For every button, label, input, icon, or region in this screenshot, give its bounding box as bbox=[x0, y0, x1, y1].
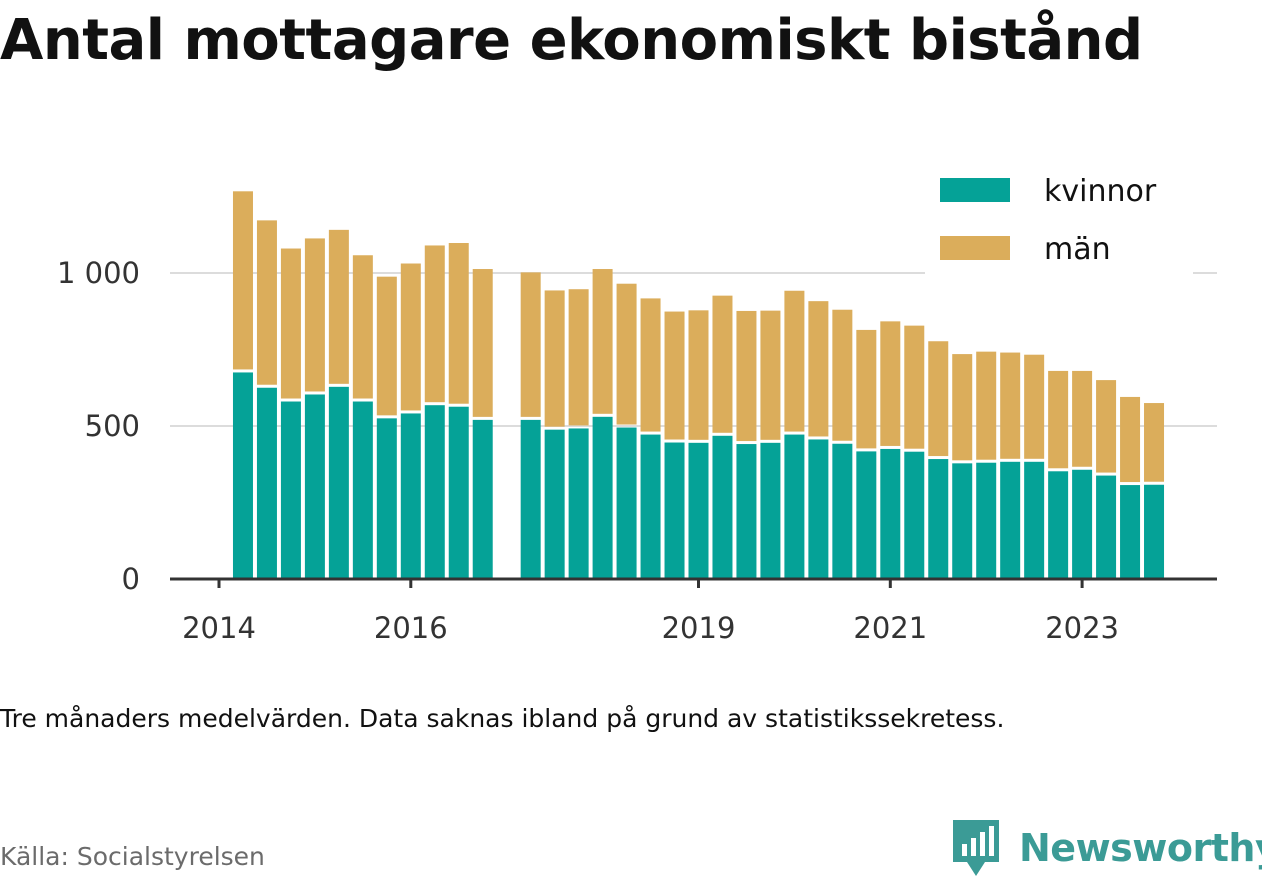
bar-kvinnor bbox=[352, 401, 373, 579]
bar-man bbox=[1096, 380, 1117, 473]
bar-man bbox=[592, 269, 613, 414]
bar-man bbox=[232, 191, 253, 370]
bar-man bbox=[1024, 354, 1045, 459]
bar-kvinnor bbox=[256, 387, 277, 579]
legend: kvinnor män bbox=[925, 170, 1193, 276]
x-tick-label: 2014 bbox=[182, 611, 256, 645]
bar-kvinnor bbox=[472, 419, 493, 579]
bar-kvinnor bbox=[664, 442, 685, 579]
bar-kvinnor bbox=[232, 372, 253, 579]
bar-kvinnor bbox=[1096, 475, 1117, 579]
bar-chart: 0 500 1 000 2014 2016 2019 2021 2023 kvinnor män bbox=[57, 170, 1217, 645]
bar-kvinnor bbox=[280, 401, 301, 579]
y-tick-label: 0 bbox=[122, 562, 140, 596]
brand[interactable]: Newsworthy bbox=[951, 818, 1262, 878]
bar-man bbox=[304, 238, 325, 392]
bar-man bbox=[376, 276, 397, 416]
bar-kvinnor bbox=[904, 451, 925, 579]
bar-man bbox=[424, 245, 445, 403]
bar-kvinnor bbox=[544, 429, 565, 579]
chart-note: Tre månaders medelvärden. Data saknas ib… bbox=[0, 704, 1005, 733]
bar-man bbox=[1000, 352, 1021, 459]
bar-man bbox=[568, 289, 589, 426]
bar-man bbox=[448, 243, 469, 404]
bar-kvinnor bbox=[736, 444, 757, 579]
y-tick-label: 500 bbox=[85, 409, 140, 443]
bar-man bbox=[952, 354, 973, 461]
bar-man bbox=[280, 248, 301, 399]
bar-kvinnor bbox=[424, 405, 445, 579]
bar-man bbox=[1048, 370, 1069, 469]
bar-kvinnor bbox=[856, 451, 877, 579]
bar-man bbox=[856, 329, 877, 449]
bar-man bbox=[616, 283, 637, 425]
x-tick-label: 2021 bbox=[853, 611, 927, 645]
axes: 0 500 1 000 2014 2016 2019 2021 2023 bbox=[57, 256, 1217, 645]
newsworthy-logo-icon bbox=[953, 820, 999, 876]
bar-kvinnor bbox=[400, 413, 421, 579]
bar-man bbox=[1072, 370, 1093, 467]
bar-man bbox=[1120, 396, 1141, 483]
bar-kvinnor bbox=[688, 442, 709, 579]
bar-kvinnor bbox=[1120, 485, 1141, 579]
bars bbox=[232, 191, 1165, 579]
bar-kvinnor bbox=[1024, 461, 1045, 579]
bar-kvinnor bbox=[520, 419, 541, 579]
x-tick-label: 2016 bbox=[374, 611, 448, 645]
bar-man bbox=[520, 272, 541, 417]
y-tick-label: 1 000 bbox=[57, 256, 140, 290]
x-tick-label: 2019 bbox=[662, 611, 736, 645]
bar-kvinnor bbox=[568, 428, 589, 579]
bar-kvinnor bbox=[304, 394, 325, 579]
bar-man bbox=[664, 311, 685, 440]
bar-kvinnor bbox=[760, 442, 781, 579]
legend-label: män bbox=[1044, 232, 1111, 267]
bar-kvinnor bbox=[880, 448, 901, 579]
bar-man bbox=[808, 301, 829, 437]
bar-kvinnor bbox=[952, 463, 973, 579]
bar-man bbox=[544, 290, 565, 427]
bar-man bbox=[928, 341, 949, 457]
bar-man bbox=[352, 255, 373, 399]
bar-kvinnor bbox=[1144, 484, 1165, 579]
bar-man bbox=[736, 310, 757, 442]
bar-kvinnor bbox=[712, 435, 733, 579]
legend-label: kvinnor bbox=[1044, 174, 1157, 209]
bar-kvinnor bbox=[808, 439, 829, 579]
bar-kvinnor bbox=[328, 386, 349, 579]
bar-kvinnor bbox=[616, 427, 637, 579]
legend-swatch bbox=[940, 178, 1010, 202]
bar-kvinnor bbox=[640, 434, 661, 579]
bar-man bbox=[784, 290, 805, 432]
bar-man bbox=[472, 269, 493, 417]
bar-man bbox=[256, 220, 277, 385]
legend-swatch bbox=[940, 236, 1010, 260]
bar-kvinnor bbox=[1048, 471, 1069, 579]
bar-kvinnor bbox=[1072, 469, 1093, 579]
chart-title: Antal mottagare ekonomiskt bistånd bbox=[0, 8, 1143, 73]
bar-man bbox=[640, 298, 661, 432]
bar-man bbox=[904, 325, 925, 449]
bar-man bbox=[400, 263, 421, 411]
bar-kvinnor bbox=[592, 416, 613, 579]
bar-man bbox=[760, 310, 781, 440]
bar-man bbox=[328, 229, 349, 384]
bar-kvinnor bbox=[832, 443, 853, 579]
bar-man bbox=[880, 321, 901, 446]
bar-kvinnor bbox=[448, 406, 469, 579]
bar-man bbox=[832, 309, 853, 441]
bar-kvinnor bbox=[376, 418, 397, 579]
bar-man bbox=[976, 351, 997, 460]
bar-man bbox=[1144, 403, 1165, 482]
bar-kvinnor bbox=[928, 459, 949, 579]
x-tick-label: 2023 bbox=[1045, 611, 1119, 645]
bar-man bbox=[688, 310, 709, 440]
bar-man bbox=[712, 295, 733, 433]
brand-name: Newsworthy bbox=[1019, 826, 1262, 870]
bar-kvinnor bbox=[784, 434, 805, 579]
bar-kvinnor bbox=[976, 462, 997, 579]
bar-kvinnor bbox=[1000, 461, 1021, 579]
source-label: Källa: Socialstyrelsen bbox=[0, 842, 265, 871]
